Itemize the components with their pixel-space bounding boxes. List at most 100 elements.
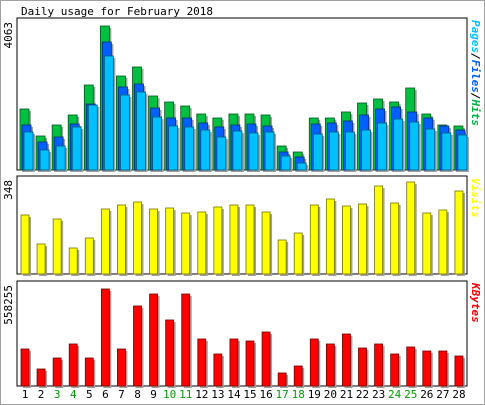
bar-visits: [422, 212, 432, 275]
x-tick-label: 17: [276, 388, 289, 401]
bar-visits: [68, 247, 78, 275]
bar-visits: [309, 204, 319, 275]
legend-entry: Files: [469, 60, 482, 93]
bar-pages: [152, 116, 162, 171]
bar-kbytes: [68, 343, 78, 387]
x-tick-label: 2: [38, 388, 45, 401]
bar-pages: [425, 128, 436, 171]
bar-pages: [345, 131, 355, 171]
x-tick-label: 10: [163, 388, 176, 401]
x-tick-label: 16: [259, 388, 272, 401]
x-tick-label: 27: [436, 388, 449, 401]
bar-pages: [361, 129, 371, 171]
bar-pages: [71, 126, 82, 171]
x-tick-label: 6: [102, 388, 109, 401]
bar-visits: [165, 207, 175, 275]
bar-pages: [264, 131, 275, 171]
panel-legend-hits-files-pages: Pages/Files/Hits: [469, 20, 482, 126]
bar-pages: [232, 130, 243, 171]
bar-visits: [390, 202, 400, 275]
x-tick-label: 1: [22, 388, 29, 401]
x-tick-label: 28: [452, 388, 465, 401]
panel-legend-kbytes: KBytes: [469, 282, 482, 323]
bar-visits: [100, 208, 110, 275]
x-tick-label: 25: [404, 388, 417, 401]
bar-visits: [277, 239, 287, 275]
bar-pages: [200, 129, 211, 171]
bar-pages: [296, 162, 307, 171]
bar-kbytes: [149, 293, 158, 387]
bar-kbytes: [213, 353, 223, 387]
bar-kbytes: [277, 372, 287, 387]
bar-pages: [184, 126, 195, 171]
x-tick-label: 8: [134, 388, 141, 401]
bar-visits: [342, 205, 351, 275]
bar-visits: [20, 214, 30, 275]
bar-pages: [39, 149, 50, 171]
bar-visits: [213, 206, 223, 275]
x-tick-label: 23: [372, 388, 385, 401]
bar-kbytes: [454, 355, 464, 387]
legend-entry: Hits: [469, 99, 482, 127]
bar-kbytes: [245, 340, 255, 387]
bar-kbytes: [358, 347, 367, 387]
chart-title: Daily usage for February 2018: [21, 5, 213, 18]
panel-max-label-visits: 348: [2, 180, 15, 200]
bar-visits: [117, 204, 126, 275]
bar-pages: [328, 131, 339, 171]
legend-entry: Visits: [469, 178, 482, 218]
bar-pages: [120, 94, 130, 171]
x-tick-label: 22: [356, 388, 369, 401]
bar-pages: [457, 134, 468, 171]
panel-max-label-kbytes: 558255: [2, 285, 15, 325]
bar-kbytes: [197, 338, 207, 387]
bar-visits: [454, 190, 464, 275]
bar-kbytes: [229, 338, 239, 387]
x-tick-label: 20: [324, 388, 337, 401]
legend-entry: KBytes: [469, 282, 482, 323]
bar-kbytes: [52, 357, 62, 387]
x-tick-label: 24: [388, 388, 402, 401]
legend-entry: Pages: [469, 20, 482, 53]
bar-visits: [406, 181, 416, 275]
bar-visits: [197, 211, 207, 275]
bar-pages: [280, 155, 291, 171]
x-tick-label: 11: [179, 388, 192, 401]
bar-pages: [441, 132, 452, 171]
panel-max-label-hits-files-pages: 4063: [2, 22, 15, 49]
bar-visits: [36, 243, 46, 275]
legend-entry: /: [469, 53, 482, 60]
bar-kbytes: [406, 346, 416, 387]
bar-pages: [136, 91, 146, 171]
x-tick-label: 12: [195, 388, 208, 401]
bar-visits: [374, 185, 383, 275]
bar-pages: [23, 131, 34, 171]
x-tick-label: 21: [340, 388, 353, 401]
bar-kbytes: [422, 350, 432, 387]
bar-visits: [293, 232, 303, 275]
x-tick-label: 18: [292, 388, 305, 401]
bar-pages: [409, 121, 420, 171]
bar-kbytes: [133, 305, 142, 387]
bar-kbytes: [165, 319, 175, 387]
x-tick-label: 19: [308, 388, 321, 401]
bar-pages: [103, 55, 114, 171]
bar-kbytes: [293, 365, 303, 387]
bar-kbytes: [374, 343, 383, 387]
bar-kbytes: [181, 293, 191, 387]
panel-legend-visits: Visits: [469, 178, 482, 218]
bar-kbytes: [100, 288, 110, 387]
bar-kbytes: [36, 368, 46, 387]
bar-pages: [393, 118, 404, 171]
x-tick-label: 15: [243, 388, 256, 401]
bar-visits: [84, 237, 94, 275]
x-tick-label: 14: [227, 388, 241, 401]
bar-visits: [133, 201, 142, 275]
x-tick-label: 13: [211, 388, 224, 401]
bar-pages: [312, 133, 323, 171]
bar-kbytes: [438, 350, 448, 387]
bar-pages: [87, 104, 98, 171]
bar-visits: [358, 203, 367, 275]
